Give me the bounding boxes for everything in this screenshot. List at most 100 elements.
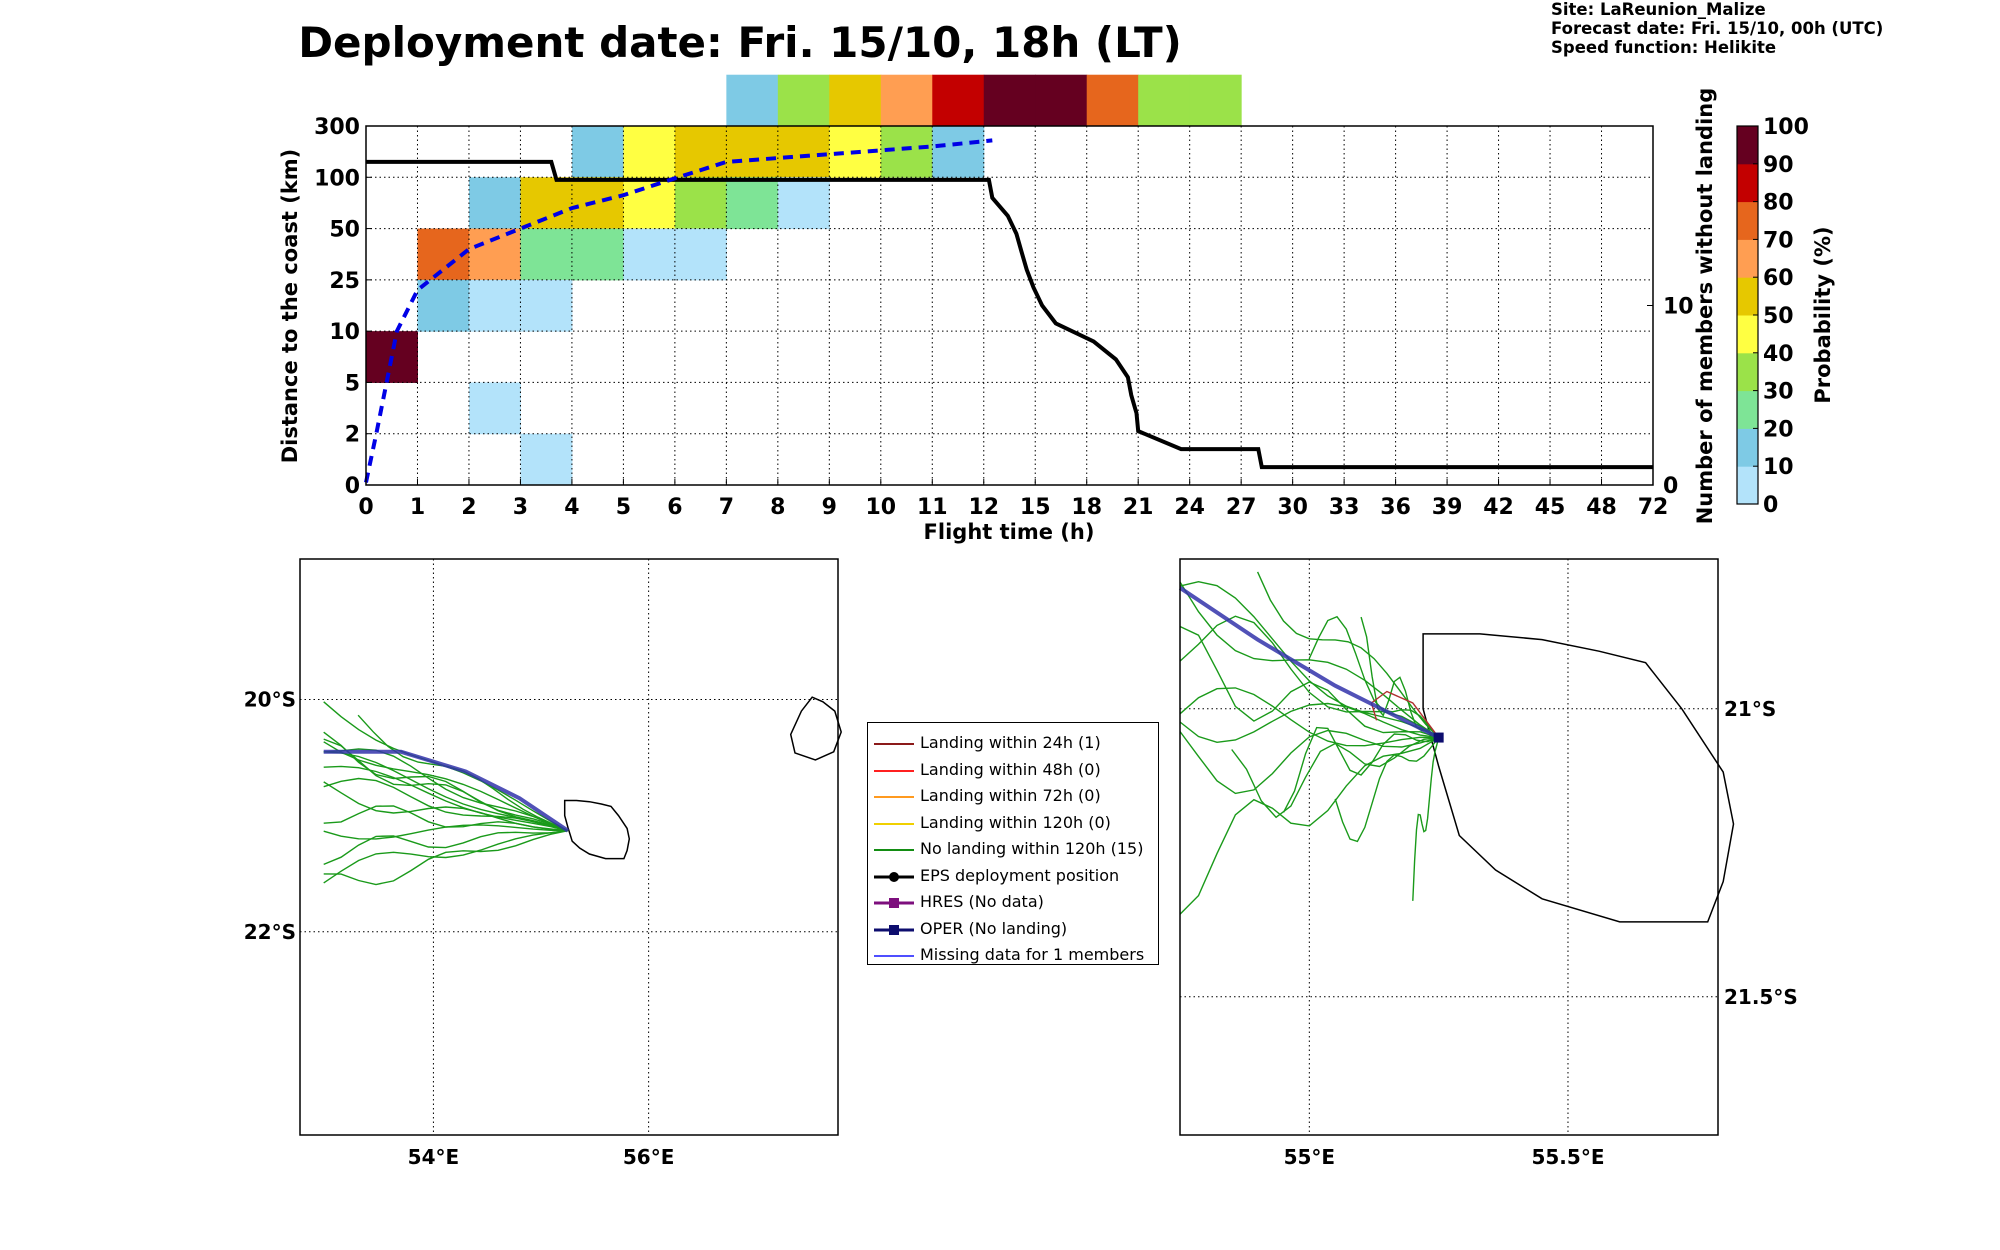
trajectory-no-landing [323,777,569,832]
heatmap-cell [571,228,624,281]
colorbar-tick-label: 60 [1763,266,1794,291]
trajectory-no-landing [323,830,568,866]
heatmap-cell [880,126,933,178]
heatmap-cell [468,177,521,230]
map2-frame [1179,558,1719,1136]
heatmap-cell [983,74,1036,127]
map2-coastlines [1422,633,1735,923]
trajectory-oper [1178,586,1440,740]
heatmap-x-ticks: 0 1 2 3 4 5 6 7 8 9 10 11 12 15 18 21 24 27 30 33 36 39 42 45 48… [358,479,1668,520]
colorbar-segment [1737,315,1758,354]
colorbar-label: Probability (%) [1811,226,1835,403]
trajectory-no-landing [1179,581,1440,739]
colorbar-tick-label: 90 [1763,153,1794,178]
heatmap-x-tick-label: 18 [1071,495,1102,520]
map-panel-zoom: 55°E 55.5°E 21°S 21.5°S [1178,558,1798,1169]
heatmap-x-tick-label: 1 [410,495,425,520]
map1-gridlines [300,559,838,1135]
map-lon-label: 55°E [1284,1145,1336,1169]
trajectory-no-landing [1179,625,1439,739]
trajectory-no-landing [1179,702,1439,744]
heatmap-cell [1189,74,1242,127]
heatmap-x-tick-label: 15 [1020,495,1051,520]
trajectory-no-landing [1179,729,1439,795]
heatmap-cell [674,177,727,230]
heatmap-x-tick-label: 21 [1123,495,1154,520]
legend-item: No landing within 120h (15) [868,837,1158,863]
trajectory-no-landing [1412,737,1440,901]
colorbar-ticks: 0 10 20 30 40 50 60 70 80 90 100 [1753,115,1809,518]
heatmap-grid [366,126,1653,485]
map1-frame [299,558,839,1136]
heatmap-cell [1035,74,1088,127]
trajectory-no-landing [323,830,569,886]
heatmap-cell [468,228,521,281]
legend-label: OPER (No landing) [920,918,1068,938]
heatmap-cell [777,126,830,178]
map-panel-regional: 54°E 56°E 20°S 22°S [244,558,842,1169]
forecast-date-text: Forecast date: Fri. 15/10, 00h (UTC) [1551,19,1884,38]
heatmap-y2-ticks: 0 10 [1647,295,1694,499]
heatmap-y2-tick-label: 0 [1663,474,1678,499]
legend-label: HRES (No data) [920,892,1044,911]
heatmap-lines [364,138,1653,483]
heatmap-cell [520,433,573,486]
site-text: Site: LaReunion_Malize [1551,0,1766,19]
colorbar-tick-label: 50 [1763,304,1794,329]
legend-item: HRES (No data) [868,890,1158,916]
speed-function-text: Speed function: Helikite [1551,38,1777,57]
heatmap-x-tick-label: 72 [1638,495,1669,520]
colorbar-segment [1737,428,1758,467]
heatmap-x-tick-label: 10 [865,495,896,520]
legend-swatch [874,796,914,798]
chart-title: Deployment date: Fri. 15/10, 18h (LT) [298,18,1182,67]
colorbar-segment [1737,163,1758,203]
colorbar-tick-label: 20 [1763,417,1794,442]
colorbar-tick-label: 30 [1763,380,1794,405]
heatmap-y-tick-label: 25 [329,269,360,294]
trajectory-no-landing [1334,737,1440,843]
heatmap-x-tick-label: 30 [1277,495,1308,520]
trajectory-no-landing [1179,580,1440,739]
colorbar-segments [1737,126,1758,505]
legend-item: Landing within 72h (0) [868,784,1158,810]
heatmap-x-tick-label: 7 [719,495,734,520]
heatmap-y-tick-label: 100 [314,166,360,191]
heatmap-cell [777,177,830,230]
members-without-landing-line [366,159,1653,470]
legend-item: Landing within 48h (0) [868,758,1158,784]
heatmap-cell [623,177,676,230]
trajectory-no-landing [323,765,569,832]
legend-item: Landing within 120h (0) [868,811,1158,837]
legend-swatch [874,955,914,957]
heatmap-x-tick-label: 9 [822,495,837,520]
heatmap-x-tick-label: 8 [770,495,785,520]
colorbar-tick-label: 10 [1763,455,1794,480]
heatmap-x-tick-label: 42 [1483,495,1514,520]
legend: Landing within 24h (1) Landing within 48h… [867,722,1159,965]
legend-item: Landing within 24h (1) [868,731,1158,757]
trajectory-no-landing [323,824,568,840]
heatmap-cell [829,74,882,127]
legend-swatch [874,898,914,908]
trajectory-no-landing [1179,687,1439,747]
heatmap-cell [932,74,985,127]
heatmap-y-tick-label: 2 [345,423,360,448]
heatmap-y-tick-label: 5 [345,371,360,396]
heatmap-x-tick-label: 4 [564,495,579,520]
trajectory-no-landing [323,731,569,832]
legend-swatch [874,822,914,825]
colorbar-segment [1737,352,1758,392]
colorbar-segment [1737,277,1758,316]
heatmap-x-tick-label: 0 [358,495,373,520]
map-lat-label: 21°S [1724,697,1776,721]
map1-coastlines [563,696,842,860]
map-lon-label: 56°E [623,1145,675,1169]
heatmap-y2-tick-label: 10 [1663,295,1694,320]
legend-item: OPER (No landing) [868,917,1158,943]
colorbar-segment [1737,239,1758,278]
heatmap-cell [932,126,985,178]
map-lat-label: 20°S [244,688,296,712]
trajectory-no-landing [323,741,569,832]
